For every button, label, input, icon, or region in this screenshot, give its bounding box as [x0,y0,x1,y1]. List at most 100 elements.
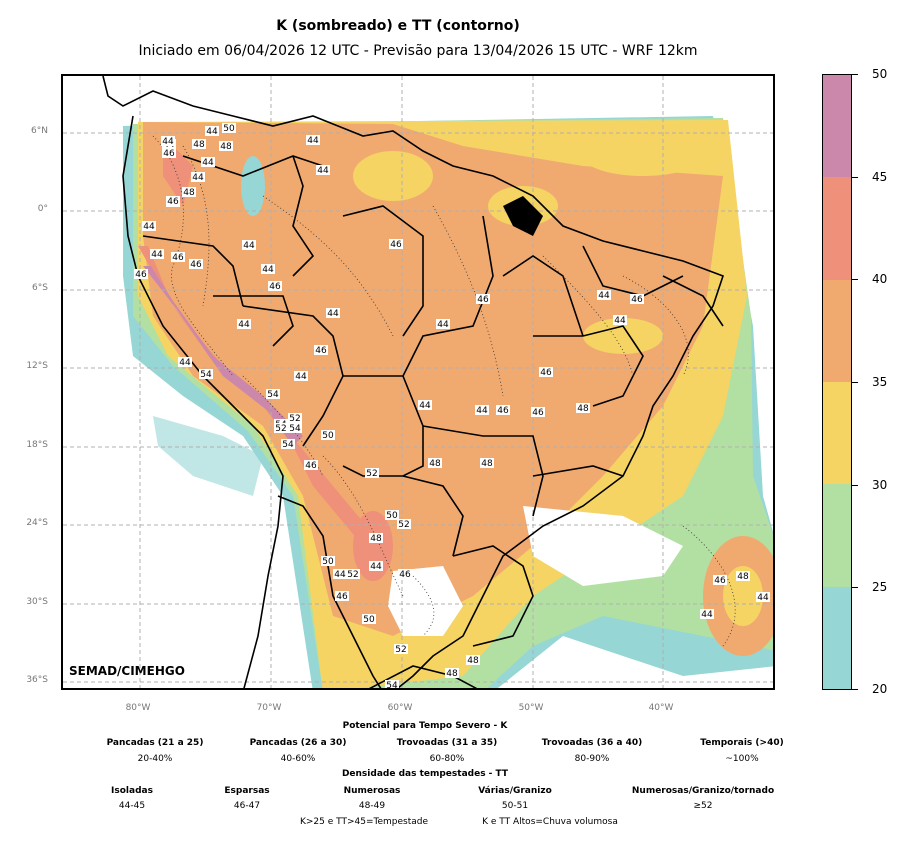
contour-label: 52 [288,413,302,424]
contour-label-text: 48 [370,534,382,544]
lon-label: 70°W [256,703,282,713]
contour-label: 46 [314,345,328,356]
contour-label: 44 [178,357,192,368]
colorbar-label: 20 [872,682,888,696]
lon-label: 60°W [387,703,413,713]
colorbar-label: 35 [872,375,888,389]
contour-label-text: 46 [477,295,489,305]
lon-label: 50°W [518,703,544,713]
colorbar-tick [852,382,858,383]
colorbar-tick [852,177,858,178]
lon-label: 80°W [125,703,151,713]
contour-label: 46 [134,269,148,280]
contour-label: 44 [326,308,340,319]
colorbar-tick [852,279,858,280]
contour-label-text: 50 [322,557,334,567]
lat-label: 6°N [31,126,48,136]
lon-label: 40°W [648,703,674,713]
colorbar-tick [852,485,858,486]
contour-label: 48 [736,571,750,582]
contour-label: 50 [385,510,399,521]
contour-label: 52 [274,423,288,434]
contour-label-text: 46 [336,592,348,602]
contour-labels: 4450444846484444444648464444464646444446… [134,123,770,690]
contour-label-text: 52 [395,645,406,655]
contour-label: 48 [576,403,590,414]
legend-k-label: Pancadas (21 a 25) [106,738,204,748]
colorbar [822,74,852,690]
contour-label-text: 52 [275,424,286,434]
contour-label-text: 52 [398,520,409,530]
contour-label: 46 [531,407,545,418]
contour-label: 46 [304,460,318,471]
contour-label: 48 [192,139,206,150]
colorbar-label: 25 [872,580,888,594]
contour-label: 46 [189,259,203,270]
tt-contours [152,135,736,647]
contour-label: 44 [597,290,611,301]
contour-label: 46 [171,252,185,263]
contour-label-text: 46 [315,346,327,356]
legend-tt-title: Densidade das tempestades - TT [341,769,509,779]
contour-label: 54 [199,369,213,380]
legend-k-value: 20-40% [137,754,173,764]
contour-label-text: 52 [347,570,358,580]
contour-label-text: 46 [163,149,175,159]
legend-k-value: 60-80% [429,754,465,764]
colorbar-label: 40 [872,272,888,286]
legend-tt-label: Numerosas/Granizo/tornado [631,786,775,796]
contour-label-text: 46 [497,406,509,416]
contour-label: 44 [191,172,205,183]
contour-label: 54 [266,389,280,400]
contour-label-text: 48 [577,404,589,414]
colorbar-swatch [823,177,851,280]
contour-label-text: 44 [437,320,449,330]
contour-label-text: 48 [737,572,749,582]
contour-label-text: 48 [193,140,205,150]
contour-label: 46 [166,196,180,207]
legend-note: K e TT Altos=Chuva volumosa [482,817,618,827]
contour-label-text: 50 [363,615,375,625]
lat-label: 6°S [32,283,48,293]
country-borders [102,76,725,688]
contour-label-text: 44 [334,570,346,580]
chart-subtitle: Iniciado em 06/04/2026 12 UTC - Previsão… [138,43,698,59]
contour-label-text: 44 [243,241,255,251]
legend-tt-value: 48-49 [358,801,386,811]
legend-tt-value: 50-51 [501,801,529,811]
contour-label: 54 [281,439,295,450]
contour-label: 44 [237,319,251,330]
contour-label: 44 [756,592,770,603]
contour-label: 52 [365,468,379,479]
contour-label-text: 52 [289,414,300,424]
contour-label: 54 [288,423,302,434]
colorbar-swatch [823,381,851,485]
contour-label-text: 44 [202,158,214,168]
contour-label-text: 44 [598,291,610,301]
contour-label: 46 [476,294,490,305]
legend-k-title: Potencial para Tempo Severo - K [342,721,508,731]
contour-label: 44 [242,240,256,251]
legend-k-label: Trovoadas (36 a 40) [541,738,643,748]
contour-label: 50 [321,556,335,567]
contour-label-text: 44 [262,265,274,275]
map-svg: 4450444846484444444648464444464646444446… [63,76,773,690]
contour-label-text: 46 [540,368,552,378]
colorbar-swatch [823,586,851,689]
contour-label: 52 [346,569,360,580]
contour-label: 48 [369,533,383,544]
contour-label-text: 54 [282,440,294,450]
contour-label-text: 44 [327,309,339,319]
contour-label: 54 [385,680,399,690]
contour-label-text: 52 [366,469,377,479]
contour-label-text: 54 [386,681,398,690]
contour-label: 48 [182,187,196,198]
legend-k-value: ~100% [725,754,759,764]
lat-label: 12°S [26,361,48,371]
contour-label-text: 44 [151,250,163,260]
contour-label: 50 [222,123,236,134]
contour-label-text: 46 [167,197,179,207]
legend-k-value: 40-60% [280,754,316,764]
k-shading [123,116,773,688]
legend-tt-value: 46-47 [233,801,261,811]
